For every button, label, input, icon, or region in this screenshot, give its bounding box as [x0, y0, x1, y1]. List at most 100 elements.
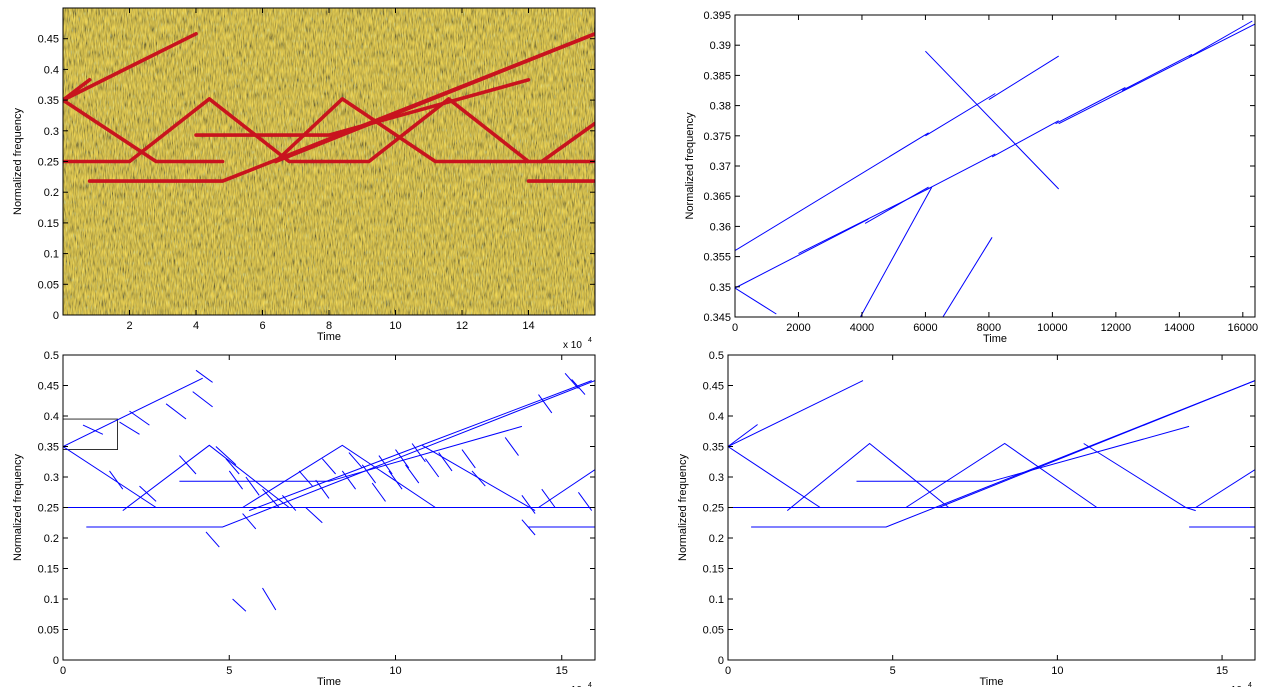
- estimate-fragment: [195, 369, 213, 383]
- x-tick-label: 10: [389, 665, 401, 677]
- track-line: [942, 237, 993, 317]
- y-tick-label: 0.355: [703, 252, 731, 264]
- estimate-fragment: [262, 488, 280, 508]
- track-line: [728, 424, 758, 447]
- y-tick-label: 0.25: [703, 503, 724, 515]
- y-tick-label: 0: [53, 655, 59, 667]
- plot-area: [735, 15, 1255, 317]
- y-tick-label: 0.15: [38, 564, 59, 576]
- y-tick-label: 0.3: [709, 472, 724, 484]
- estimate-fragment: [129, 410, 150, 426]
- x-tick-label: 14: [522, 320, 534, 332]
- estimate-fragment: [348, 452, 363, 469]
- panel-top-right: 0 2000 4000 6000 8000 10000 12000 14000 16000 0.3…: [684, 10, 1258, 345]
- track-line: [735, 218, 869, 289]
- estimate-fragment: [228, 470, 244, 490]
- track-line: [86, 380, 595, 528]
- estimate-fragment: [424, 458, 440, 478]
- panel-bottom-right: 0 5 10 15 0 0.05 0.1 0.15 0.2 0.25 0.3 0.35 0.4 0.45 0…: [677, 350, 1256, 687]
- y-tick-label: 0.35: [38, 95, 59, 107]
- estimate-fragment: [411, 443, 426, 463]
- y-tick-label: 0.05: [703, 625, 724, 637]
- y-tick-label: 0.38: [710, 101, 731, 113]
- estimate-fragment: [298, 470, 313, 487]
- track-line: [786, 442, 950, 511]
- track-line: [249, 380, 592, 512]
- y-tick-label: 0.25: [38, 157, 59, 169]
- x-tick-label: 15: [556, 665, 568, 677]
- y-tick-label: 0: [53, 310, 59, 322]
- estimate-fragment: [521, 495, 536, 514]
- y-tick-label: 0.385: [703, 70, 731, 82]
- y-tick-label: 0.5: [709, 350, 724, 362]
- x-tick-label: 8: [326, 320, 332, 332]
- y-axis-label: Normalized frequency: [12, 454, 24, 561]
- track-line: [1083, 443, 1196, 512]
- track-line: [859, 186, 933, 317]
- x-tick-label: 8000: [977, 322, 1001, 334]
- estimate-fragment: [179, 455, 197, 475]
- x-tick-label: 5: [890, 665, 896, 677]
- estimate-fragment: [564, 372, 579, 389]
- y-axis-label: Normalized frequency: [684, 112, 696, 219]
- estimate-fragment: [139, 485, 157, 502]
- x-axis-multiplier: x 10: [563, 685, 582, 687]
- y-tick-label: 0.05: [38, 625, 59, 637]
- estimate-fragment: [242, 513, 257, 530]
- y-tick-label: 0.1: [709, 594, 724, 606]
- track-line: [988, 55, 1059, 101]
- panel-top-left: 2 4 6 8 10 12 14 0 0.05 0.1 0.15 0.2 0.25 0.3 0.35 0.4 0…: [12, 7, 596, 351]
- track-line: [925, 50, 1060, 190]
- estimate-fragment: [82, 424, 104, 435]
- estimate-fragment: [571, 379, 586, 395]
- estimate-fragment: [438, 452, 453, 472]
- track-line: [991, 120, 1059, 158]
- y-tick-label: 0.15: [38, 218, 59, 230]
- y-tick-label: 0.365: [703, 191, 731, 203]
- estimate-fragment: [282, 494, 297, 511]
- track-line: [122, 444, 290, 511]
- y-tick-label: 0.375: [703, 131, 731, 143]
- x-axis-label: Time: [317, 331, 341, 343]
- x-axis-multiplier-exponent: 4: [588, 682, 592, 687]
- y-axis-label: Normalized frequency: [677, 454, 689, 561]
- x-axis-multiplier: x 10: [563, 340, 582, 351]
- y-tick-label: 0.395: [703, 10, 731, 22]
- estimate-fragment: [321, 458, 336, 475]
- track-line: [864, 186, 929, 224]
- x-tick-label: 0: [60, 665, 66, 677]
- y-axis-label: Normalized frequency: [12, 108, 24, 215]
- x-tick-label: 10000: [1037, 322, 1068, 334]
- y-tick-label: 0.45: [703, 381, 724, 393]
- estimate-fragment: [232, 598, 247, 612]
- estimate-fragment: [341, 470, 357, 490]
- y-tick-label: 0.4: [44, 411, 59, 423]
- estimate-fragment: [388, 470, 403, 490]
- estimate-fragment: [461, 449, 476, 469]
- y-tick-label: 0.45: [38, 381, 59, 393]
- x-tick-label: 5: [226, 665, 232, 677]
- x-tick-label: 10: [389, 320, 401, 332]
- estimate-fragment: [541, 488, 556, 508]
- estimate-fragment: [378, 455, 393, 475]
- estimate-fragment: [305, 507, 323, 524]
- x-tick-label: 14000: [1164, 322, 1195, 334]
- x-axis-label: Time: [979, 676, 1003, 687]
- track-line: [1195, 469, 1255, 508]
- y-tick-label: 0.1: [44, 249, 59, 261]
- y-tick-label: 0.05: [38, 279, 59, 291]
- estimate-fragment: [361, 464, 377, 484]
- track-line: [905, 442, 1098, 508]
- estimate-fragment: [192, 391, 213, 408]
- frequency-track: [63, 31, 198, 102]
- track-line: [1055, 87, 1126, 125]
- x-tick-label: 0: [732, 322, 738, 334]
- estimate-fragment: [262, 587, 277, 611]
- estimate-fragment: [165, 403, 187, 420]
- y-tick-label: 0.2: [44, 187, 59, 199]
- estimate-fragment: [205, 531, 220, 548]
- track-line: [179, 425, 523, 482]
- track-line: [751, 380, 1255, 528]
- y-tick-label: 0.39: [710, 40, 731, 52]
- estimate-fragment: [109, 470, 124, 490]
